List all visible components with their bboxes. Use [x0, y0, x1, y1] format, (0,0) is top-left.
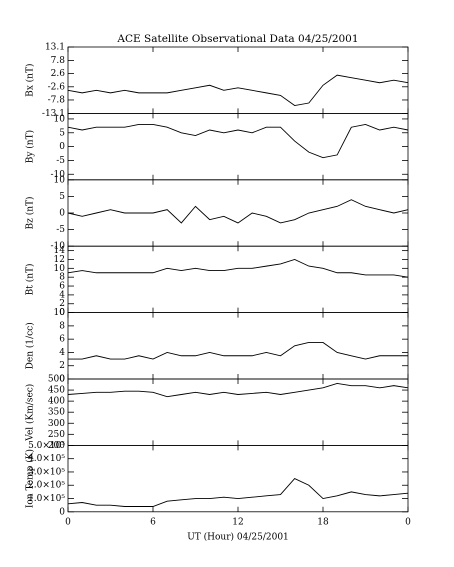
panel-frame — [67, 113, 409, 181]
y-tick-label: 10 — [54, 308, 66, 318]
y-axis-label: Bz (nT) — [25, 196, 36, 229]
y-tick-label: 1.0×10⁵ — [28, 494, 65, 504]
panel-frame — [67, 312, 409, 380]
panel-frame — [67, 444, 409, 513]
y-tick-label: 14 — [54, 246, 66, 256]
y-tick-label: 2 — [59, 299, 65, 309]
y-tick-label: 250 — [48, 430, 65, 440]
data-line — [67, 478, 409, 507]
y-tick-label: 0 — [59, 308, 65, 318]
data-line — [67, 258, 409, 278]
x-tick-label: 0 — [405, 517, 411, 527]
y-tick-label: 8 — [59, 273, 65, 283]
y-tick-label: 5 — [59, 128, 65, 138]
y-tick-label: 6 — [59, 282, 65, 292]
chart-title: ACE Satellite Observational Data 04/25/2… — [116, 33, 358, 45]
panel-frame — [67, 378, 409, 446]
y-tick-label: -2.6 — [48, 82, 66, 92]
y-tick-label: 5.0×10⁵ — [28, 441, 65, 451]
y-axis-label: Den (1/cc) — [25, 322, 36, 369]
y-tick-label: 12 — [54, 255, 65, 265]
y-tick-label: 7.8 — [51, 56, 66, 66]
y-axis-label: Ion Temp (K) — [25, 449, 36, 508]
y-tick-label: 300 — [48, 419, 65, 429]
x-tick-label: 0 — [65, 517, 71, 527]
y-tick-label: 450 — [48, 386, 65, 396]
panel-frame — [67, 179, 409, 247]
y-tick-label: 10 — [54, 175, 66, 185]
y-tick-label: 2 — [59, 361, 65, 371]
x-tick-label: 18 — [317, 517, 329, 527]
y-tick-label: 500 — [48, 375, 65, 385]
y-tick-label: -10 — [51, 170, 66, 180]
y-tick-label: -13.1 — [42, 109, 65, 119]
y-tick-label: 2.0×10⁵ — [28, 481, 65, 491]
y-tick-label: 5 — [59, 192, 65, 202]
y-tick-label: -7.8 — [48, 95, 66, 105]
data-line — [67, 74, 409, 107]
y-tick-label: 200 — [48, 441, 65, 451]
x-tick-label: 6 — [150, 517, 156, 527]
y-tick-label: 10 — [54, 114, 66, 124]
panel-frame — [67, 245, 409, 313]
y-tick-label: 4 — [59, 348, 65, 358]
y-axis-label: Bt (nT) — [25, 263, 36, 295]
y-tick-label: 0 — [59, 209, 65, 219]
y-tick-label: 4 — [59, 290, 65, 300]
y-tick-label: 13.1 — [45, 43, 65, 53]
panel-frame — [67, 46, 409, 114]
y-tick-label: 0 — [59, 375, 65, 385]
y-tick-label: 0 — [59, 142, 65, 152]
y-tick-label: 0 — [59, 507, 65, 517]
data-line — [68, 342, 408, 360]
y-axis-label: By (nT) — [25, 130, 36, 163]
y-axis-label: Bx (nT) — [25, 64, 36, 97]
data-line — [67, 199, 409, 224]
y-tick-label: 350 — [48, 408, 65, 418]
x-tick-label: 12 — [232, 517, 243, 527]
y-tick-label: 6 — [59, 335, 65, 345]
data-line — [67, 382, 409, 398]
data-line — [67, 124, 409, 159]
y-tick-label: -5 — [56, 156, 65, 166]
y-tick-label: 3.0×10⁵ — [28, 467, 65, 477]
y-tick-label: 10 — [54, 264, 66, 274]
y-tick-label: 400 — [48, 397, 65, 407]
y-tick-label: -5 — [56, 225, 65, 235]
y-tick-label: 2.6 — [51, 69, 66, 79]
y-axis-label: Vel (Km/sec) — [25, 384, 36, 442]
y-tick-label: -10 — [51, 242, 66, 252]
y-tick-label: 4.0×10⁵ — [28, 454, 65, 464]
y-tick-label: 8 — [59, 321, 65, 331]
x-axis-label: UT (Hour) 04/25/2001 — [187, 531, 289, 542]
